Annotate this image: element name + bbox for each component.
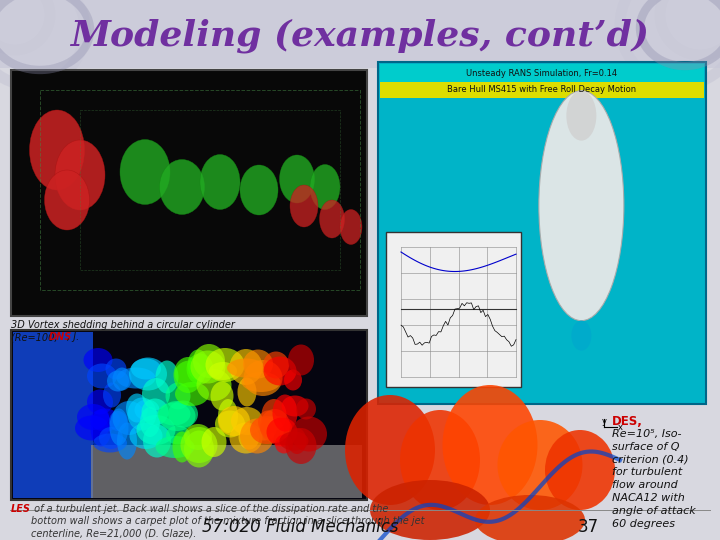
Ellipse shape	[227, 359, 265, 377]
Ellipse shape	[243, 349, 273, 379]
Text: DES,: DES,	[612, 415, 643, 428]
Ellipse shape	[498, 420, 582, 510]
Ellipse shape	[129, 357, 167, 390]
Ellipse shape	[279, 155, 315, 203]
Ellipse shape	[158, 401, 196, 431]
Ellipse shape	[210, 381, 233, 410]
Ellipse shape	[241, 372, 281, 392]
FancyBboxPatch shape	[13, 332, 93, 498]
Ellipse shape	[266, 417, 297, 447]
Ellipse shape	[282, 395, 308, 416]
Ellipse shape	[55, 140, 105, 210]
Ellipse shape	[572, 321, 591, 350]
Ellipse shape	[200, 154, 240, 210]
Text: Unsteady RANS Simulation, Fr=0.14: Unsteady RANS Simulation, Fr=0.14	[467, 69, 618, 78]
Ellipse shape	[126, 394, 148, 422]
Ellipse shape	[127, 397, 156, 430]
Ellipse shape	[106, 359, 127, 380]
Ellipse shape	[215, 410, 245, 437]
Ellipse shape	[93, 434, 127, 453]
Ellipse shape	[186, 354, 214, 384]
Ellipse shape	[75, 415, 109, 441]
Ellipse shape	[310, 165, 340, 210]
Ellipse shape	[156, 361, 179, 394]
Ellipse shape	[158, 402, 191, 426]
Ellipse shape	[400, 410, 480, 510]
Ellipse shape	[218, 406, 250, 436]
Ellipse shape	[107, 370, 129, 392]
Ellipse shape	[264, 356, 297, 386]
FancyBboxPatch shape	[91, 445, 362, 498]
FancyBboxPatch shape	[386, 232, 521, 387]
Text: , J.: , J.	[67, 332, 79, 342]
Ellipse shape	[263, 352, 289, 379]
Text: Modeling (examples, cont’d): Modeling (examples, cont’d)	[71, 19, 649, 53]
Ellipse shape	[284, 369, 302, 390]
Ellipse shape	[103, 382, 121, 408]
Ellipse shape	[340, 210, 362, 245]
Ellipse shape	[286, 428, 317, 464]
Text: Re=10⁵, Iso-
surface of Q
criterion (0.4)
for turbulent
flow around
NACA12 with
: Re=10⁵, Iso- surface of Q criterion (0.4…	[612, 429, 696, 529]
Ellipse shape	[197, 369, 232, 401]
Ellipse shape	[174, 357, 202, 393]
Ellipse shape	[567, 91, 596, 140]
Ellipse shape	[156, 436, 194, 458]
Ellipse shape	[258, 410, 278, 434]
Ellipse shape	[240, 418, 274, 454]
Ellipse shape	[140, 407, 160, 437]
Ellipse shape	[142, 378, 170, 410]
Ellipse shape	[545, 430, 615, 510]
Ellipse shape	[243, 360, 282, 396]
Ellipse shape	[230, 349, 263, 385]
Ellipse shape	[174, 361, 205, 388]
Ellipse shape	[205, 348, 245, 382]
Ellipse shape	[90, 408, 120, 431]
Text: of a turbulent jet. Back wall shows a slice of the dissipation rate and the
bott: of a turbulent jet. Back wall shows a sl…	[31, 504, 425, 539]
FancyBboxPatch shape	[380, 64, 704, 82]
Ellipse shape	[175, 382, 209, 406]
Ellipse shape	[143, 424, 171, 457]
Ellipse shape	[230, 422, 263, 454]
Ellipse shape	[137, 415, 176, 445]
Ellipse shape	[135, 400, 160, 421]
Ellipse shape	[275, 435, 293, 454]
Ellipse shape	[30, 110, 84, 190]
Ellipse shape	[370, 480, 490, 540]
FancyBboxPatch shape	[378, 410, 673, 540]
Ellipse shape	[142, 399, 168, 426]
Ellipse shape	[250, 416, 284, 444]
Ellipse shape	[99, 427, 123, 449]
Text: 3D Vortex shedding behind a circular cylinder: 3D Vortex shedding behind a circular cyl…	[11, 320, 235, 330]
Ellipse shape	[131, 359, 161, 380]
Ellipse shape	[202, 427, 227, 457]
Ellipse shape	[120, 139, 170, 205]
Text: (Re=100,: (Re=100,	[11, 332, 60, 342]
FancyBboxPatch shape	[378, 62, 706, 404]
Ellipse shape	[272, 395, 297, 431]
Ellipse shape	[112, 368, 132, 390]
Ellipse shape	[251, 417, 276, 441]
FancyBboxPatch shape	[11, 70, 367, 316]
Ellipse shape	[45, 170, 89, 230]
Ellipse shape	[218, 399, 238, 433]
Ellipse shape	[290, 185, 318, 227]
Ellipse shape	[231, 407, 263, 435]
Ellipse shape	[320, 200, 344, 238]
Ellipse shape	[209, 362, 237, 380]
Ellipse shape	[187, 349, 209, 381]
Ellipse shape	[87, 389, 113, 415]
Ellipse shape	[443, 385, 538, 505]
Ellipse shape	[291, 416, 327, 451]
Ellipse shape	[181, 427, 217, 463]
Ellipse shape	[77, 404, 109, 430]
FancyBboxPatch shape	[11, 330, 367, 500]
Ellipse shape	[288, 345, 314, 375]
Ellipse shape	[238, 424, 259, 449]
Ellipse shape	[279, 431, 308, 450]
Text: Bare Hull MS415 with Free Roll Decay Motion: Bare Hull MS415 with Free Roll Decay Mot…	[447, 85, 636, 94]
Ellipse shape	[130, 423, 163, 449]
Ellipse shape	[240, 165, 278, 215]
Text: x: x	[618, 422, 623, 431]
Ellipse shape	[117, 422, 137, 460]
Ellipse shape	[184, 430, 214, 468]
